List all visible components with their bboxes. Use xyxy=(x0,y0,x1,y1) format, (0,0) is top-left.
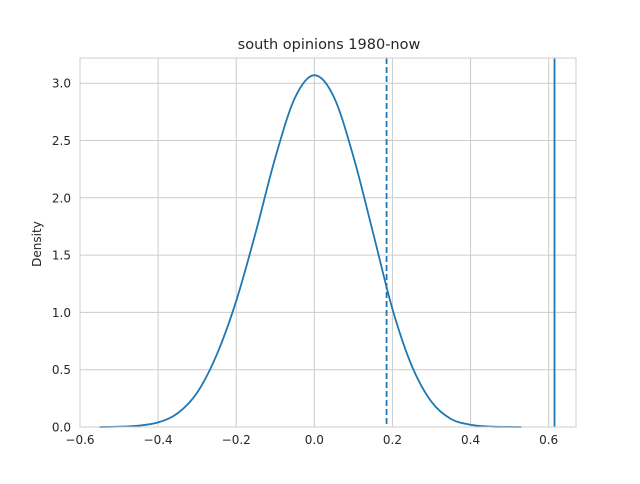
x-tick-label: 0.4 xyxy=(461,433,480,447)
x-tick-label: 0.0 xyxy=(305,433,324,447)
x-tick-label: −0.4 xyxy=(144,433,173,447)
y-axis: 0.0 0.5 1.0 1.5 2.0 2.5 3.0 xyxy=(52,77,71,435)
plot-area xyxy=(99,58,556,428)
y-tick-label: 3.0 xyxy=(52,77,71,91)
y-tick-label: 0.5 xyxy=(52,363,71,377)
x-tick-label: 0.2 xyxy=(383,433,402,447)
chart-title: south opinions 1980-now xyxy=(238,37,421,53)
plot-background xyxy=(80,58,576,427)
y-tick-label: 2.0 xyxy=(52,191,71,205)
x-axis: −0.6 −0.4 −0.2 0.0 0.2 0.4 0.6 xyxy=(65,433,558,447)
y-tick-label: 1.5 xyxy=(52,249,71,263)
density-curve xyxy=(99,74,522,428)
x-tick-label: −0.2 xyxy=(222,433,251,447)
y-tick-label: 1.0 xyxy=(52,306,71,320)
x-tick-label: 0.6 xyxy=(539,433,558,447)
axes-frame xyxy=(79,57,577,428)
x-tick-label: −0.6 xyxy=(65,433,94,447)
plot-frame xyxy=(79,57,577,428)
y-tick-label: 2.5 xyxy=(52,134,71,148)
y-tick-label: 0.0 xyxy=(52,421,71,435)
grid xyxy=(79,58,576,428)
y-axis-label: Density xyxy=(30,221,44,267)
